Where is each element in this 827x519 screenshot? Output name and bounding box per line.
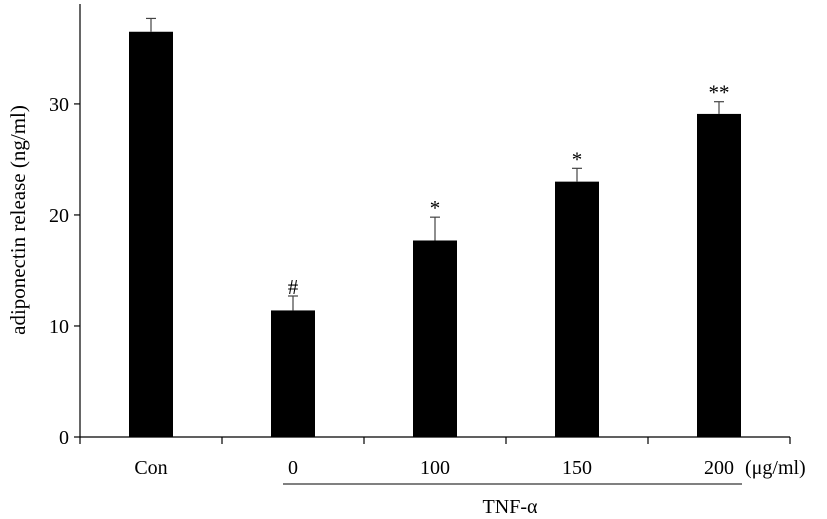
x-tick-label: Con [134,457,167,479]
y-axis-label: adiponectin release (ng/ml) [6,105,30,335]
bar [271,310,315,437]
x-tick-label: 150 [562,457,592,479]
x-tick-label: 100 [420,457,450,479]
significance-marker: * [430,196,441,220]
bar [555,181,599,437]
group-label: TNF-α [483,496,538,518]
bar [697,113,741,438]
y-tick-label: 0 [59,427,69,449]
y-tick-label: 30 [49,94,69,116]
significance-marker: ** [709,81,730,105]
y-tick-label: 20 [49,205,69,227]
bar [413,240,457,437]
y-tick-label: 10 [49,316,69,338]
x-tick-label: 0 [288,457,298,479]
bar [129,31,173,438]
significance-marker: * [572,147,583,171]
significance-marker: # [288,275,299,299]
x-tick-label: 200 [704,457,734,479]
x-unit-label: (μg/ml) [745,457,806,479]
